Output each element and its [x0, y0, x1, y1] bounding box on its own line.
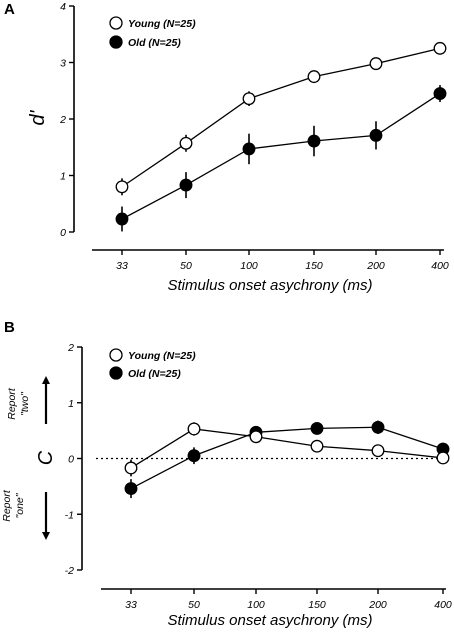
young-data-point — [115, 180, 129, 194]
y-tick-label: 0 — [68, 454, 74, 466]
young-data-point — [436, 451, 450, 465]
old-data-point — [179, 178, 193, 192]
x-tick-label: 150 — [305, 260, 323, 272]
old-series-line — [130, 426, 444, 490]
panel-b-data — [96, 420, 450, 499]
panel-a-x-axis-label: Stimulus onset asychrony (ms) — [167, 277, 372, 294]
y-tick-label: 2 — [59, 114, 66, 126]
report-two-annotation: Report "two" — [6, 376, 50, 424]
old-data-point — [310, 421, 324, 435]
report-two-line2: "two" — [19, 391, 31, 416]
x-tick-label: 150 — [308, 599, 326, 611]
young-data-point — [371, 444, 385, 458]
panel-a: A d' Stimulus onset asychrony (ms) 0 1 2 3 4… — [4, 1, 449, 294]
panel-a-data — [115, 41, 447, 232]
report-one-annotation: Report "one" — [1, 489, 50, 540]
y-tick-label: 1 — [60, 171, 66, 183]
panel-b-axes: -2 -1 0 1 2 33 50 100 150 200 400 — [65, 342, 452, 611]
old-data-point — [369, 128, 383, 142]
young-data-point — [310, 439, 324, 453]
x-tick-label: 100 — [240, 260, 258, 272]
legend-young-label: Young (N=25) — [128, 350, 196, 362]
panel-a-y-axis-label: d' — [27, 109, 49, 125]
x-tick-label: 33 — [116, 260, 128, 272]
young-data-point — [249, 430, 263, 444]
report-two-line1: Report — [6, 387, 18, 420]
young-data-point — [369, 57, 383, 71]
legend-old-label: Old (N=25) — [128, 37, 181, 49]
legend-old-marker — [109, 35, 123, 49]
y-tick-label: 4 — [60, 1, 66, 13]
young-data-point — [179, 136, 193, 150]
x-tick-label: 400 — [431, 260, 449, 272]
legend-young-marker — [109, 348, 123, 362]
legend-young-label: Young (N=25) — [128, 18, 196, 30]
old-data-point — [433, 87, 447, 101]
y-tick-label: 0 — [60, 227, 66, 239]
old-data-point — [187, 449, 201, 463]
old-data-point — [124, 482, 138, 496]
young-series-line — [121, 47, 441, 188]
old-data-point — [115, 212, 129, 226]
y-tick-label: 3 — [60, 58, 66, 70]
y-tick-label: -1 — [65, 509, 74, 521]
young-data-point — [124, 461, 138, 475]
young-data-point — [187, 422, 201, 436]
x-tick-label: 33 — [125, 599, 137, 611]
young-data-point — [433, 41, 447, 55]
panel-a-legend: Young (N=25) Old (N=25) — [109, 16, 196, 49]
young-series-line — [130, 428, 444, 469]
panel-a-label: A — [4, 1, 15, 18]
x-tick-label: 200 — [368, 599, 387, 611]
x-tick-label: 50 — [188, 599, 200, 611]
y-tick-label: 1 — [68, 398, 74, 410]
legend-old-label: Old (N=25) — [128, 368, 181, 380]
young-data-point — [242, 92, 256, 106]
legend-old-marker — [109, 366, 123, 380]
old-data-point — [307, 134, 321, 148]
old-data-point — [242, 142, 256, 156]
x-tick-label: 100 — [247, 599, 265, 611]
old-data-point — [371, 420, 385, 434]
young-data-point — [307, 70, 321, 84]
panel-b-legend: Young (N=25) Old (N=25) — [109, 348, 196, 380]
panel-a-axes: 0 1 2 3 4 33 50 100 150 200 400 — [59, 1, 449, 272]
legend-young-marker — [109, 16, 123, 30]
x-tick-label: 400 — [434, 599, 452, 611]
panel-b: B C Stimulus onset asychrony (ms) Report… — [1, 319, 452, 629]
panel-b-label: B — [4, 319, 15, 336]
x-tick-label: 50 — [180, 260, 192, 272]
y-tick-label: -2 — [65, 565, 74, 577]
y-tick-label: 2 — [67, 342, 74, 354]
report-one-line1: Report — [1, 489, 13, 522]
report-one-line2: "one" — [14, 492, 26, 518]
panel-b-y-axis-label: C — [35, 450, 57, 465]
x-tick-label: 200 — [366, 260, 385, 272]
old-series-line — [121, 93, 441, 220]
panel-b-x-axis-label: Stimulus onset asychrony (ms) — [167, 612, 372, 629]
